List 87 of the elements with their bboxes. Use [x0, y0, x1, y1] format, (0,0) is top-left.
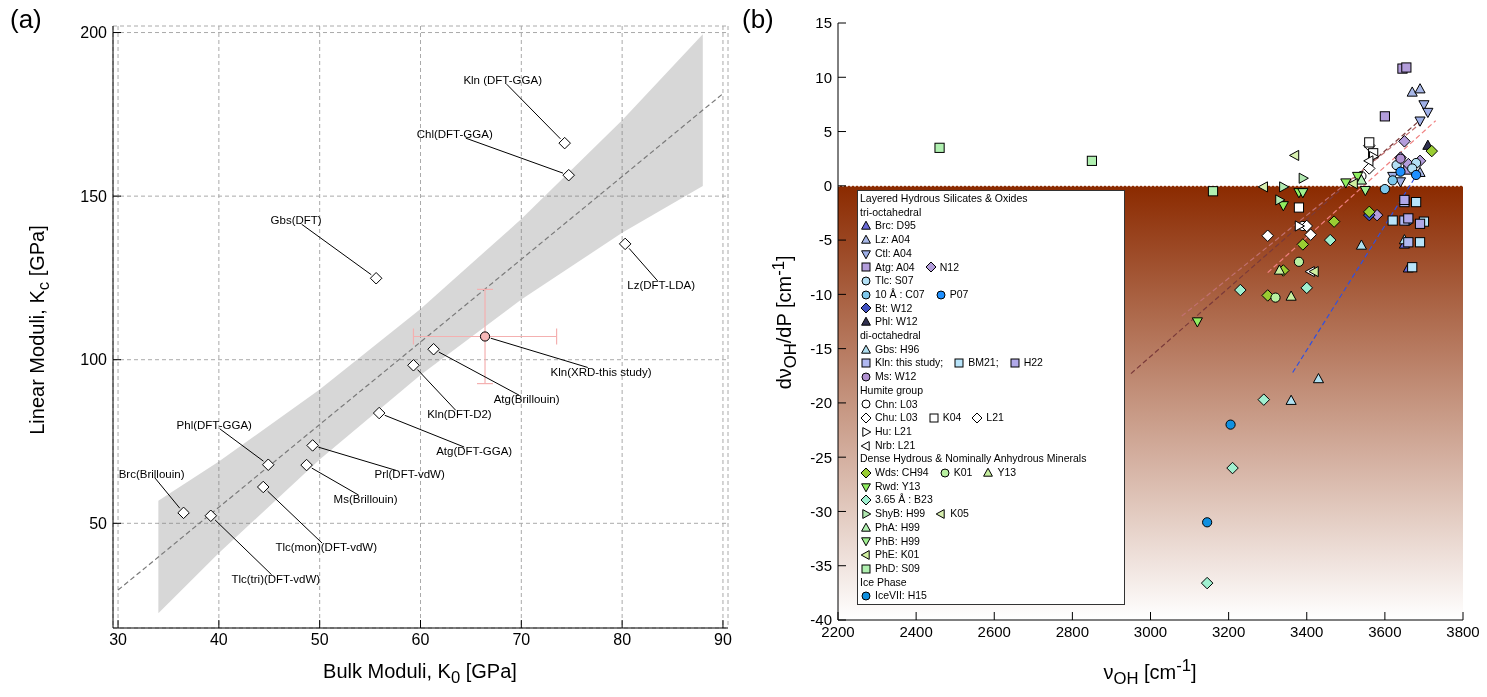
annotation: Ms(Brillouin)	[333, 493, 398, 506]
legend-label: Ms: W12	[875, 370, 917, 384]
x-tick-label: 3200	[1211, 622, 1246, 640]
x-tick-label: 60	[411, 631, 430, 649]
x-tick-label: 3400	[1290, 622, 1324, 640]
y-tick-label: 5	[823, 122, 832, 140]
legend-label: Tlc: S07	[875, 274, 914, 288]
x-tick-label: 50	[310, 631, 329, 649]
chart-title: (b)	[742, 4, 774, 35]
y-tick-label: 150	[80, 187, 108, 205]
legend-label: Hu: L21	[875, 424, 912, 439]
legend-label: Chn: L03	[875, 397, 918, 412]
legend-label: Phl: W12	[875, 315, 918, 330]
annotation: Phl(DFT-GGA)	[176, 418, 253, 431]
legend-label: K05	[950, 507, 969, 521]
y-tick-label: -10	[810, 285, 832, 303]
legend-label: ShyB: H99	[875, 507, 926, 521]
legend-label: L21	[986, 411, 1004, 425]
annotation: Kln (DFT-GGA)	[463, 74, 543, 87]
annotation: Atg(DFT-GGA)	[436, 445, 513, 458]
y-tick-label: -20	[810, 394, 832, 412]
x-tick-label: 2800	[1055, 622, 1090, 640]
annotation: Humite group	[860, 383, 925, 398]
legend-label: PhB: H99	[875, 534, 920, 549]
y-tick-label: -15	[810, 339, 832, 357]
y-tick-label: 100	[80, 351, 108, 369]
x-tick-label: 30	[109, 631, 128, 649]
legend-label: Nrb: L21	[875, 438, 916, 453]
annotation: Atg(Brillouin)	[493, 393, 560, 406]
annotation: Kln(XRD-this study)	[550, 365, 652, 378]
legend-label: Bt: W12	[875, 301, 913, 316]
legend-label: BM21;	[968, 356, 999, 371]
annotation: Prl(DFT-vdW)	[374, 468, 445, 481]
annotation: Lz(DFT-LDA)	[627, 278, 696, 291]
legend-label: Ctl: A04	[875, 246, 912, 261]
y-tick-label: -30	[810, 502, 832, 520]
legend-label: 3.65 Å : B23	[875, 493, 933, 508]
legend-label: PhA: H99	[875, 520, 920, 535]
legend-label: Rwd: Y13	[875, 479, 921, 493]
legend-label: H22	[1023, 356, 1043, 371]
annotation: di-octahedral	[860, 329, 922, 343]
x-axis-title: Bulk Moduli, K$_{0}$ [GPa]	[322, 660, 518, 688]
x-tick-label: 2400	[899, 622, 933, 640]
annotation: Dense Hydrous & Nominally Anhydrous Minerals	[860, 452, 1088, 467]
annotation: Chl(DFT-GGA)	[416, 128, 493, 141]
legend-label: 10 Å : C07	[875, 287, 925, 302]
legend-label: K04	[942, 411, 962, 425]
y-tick-label: 50	[89, 514, 108, 532]
y-tick-label: 10	[815, 68, 832, 86]
x-tick-label: 40	[209, 631, 228, 649]
legend-label: Y13	[997, 466, 1017, 480]
legend-label: PhD: S09	[875, 561, 920, 576]
annotation: Gbs(DFT)	[270, 214, 322, 227]
y-tick-label: 200	[80, 24, 108, 42]
x-tick-label: 3600	[1368, 622, 1402, 640]
legend-label: Wds: CH94	[875, 466, 929, 480]
y-tick-label: -5	[818, 231, 832, 249]
legend-label: IceVII: H15	[875, 589, 927, 604]
legend-label: Chu: L03	[875, 411, 918, 425]
annotation: Ice Phase	[860, 575, 908, 590]
x-tick-label: 3000	[1133, 622, 1168, 640]
x-tick-label: 70	[512, 631, 531, 649]
legend-label: Lz: A04	[875, 233, 911, 247]
y-tick-label: -35	[810, 557, 832, 575]
legend-label: Kln: this study;	[875, 356, 944, 371]
x-tick-label: 90	[714, 631, 732, 649]
legend-label: N12	[939, 260, 959, 275]
legend-label: K01	[953, 466, 973, 480]
legend-label: PhE: K01	[875, 548, 920, 562]
legend-label: P07	[949, 287, 969, 302]
annotation: Layered Hydrous Silicates & Oxides	[860, 192, 1029, 206]
x-tick-label: 80	[613, 631, 632, 649]
annotation: Brc(Brillouin)	[118, 467, 185, 480]
annotation: Tlc(tri)(DFT-vdW)	[231, 572, 321, 585]
legend-label: Atg: A04	[875, 260, 915, 275]
annotation: tri-octahedral	[860, 205, 923, 220]
legend-label: Gbs: H96	[875, 342, 920, 357]
x-tick-label: 3800	[1446, 622, 1480, 640]
y-tick-label: -25	[810, 448, 832, 466]
annotation: Tlc(mon)(DFT-vdW)	[275, 541, 378, 554]
x-tick-label: 2600	[977, 622, 1011, 640]
y-tick-label: 0	[823, 177, 832, 195]
y-tick-label: 15	[815, 14, 832, 32]
annotation: Kln(DFT-D2)	[427, 408, 492, 421]
chart-title: (a)	[10, 4, 42, 35]
x-axis-title: ν$_{OH}$ [cm$^{-1}$]	[1102, 656, 1198, 689]
legend-label: Brc: D95	[875, 219, 916, 234]
